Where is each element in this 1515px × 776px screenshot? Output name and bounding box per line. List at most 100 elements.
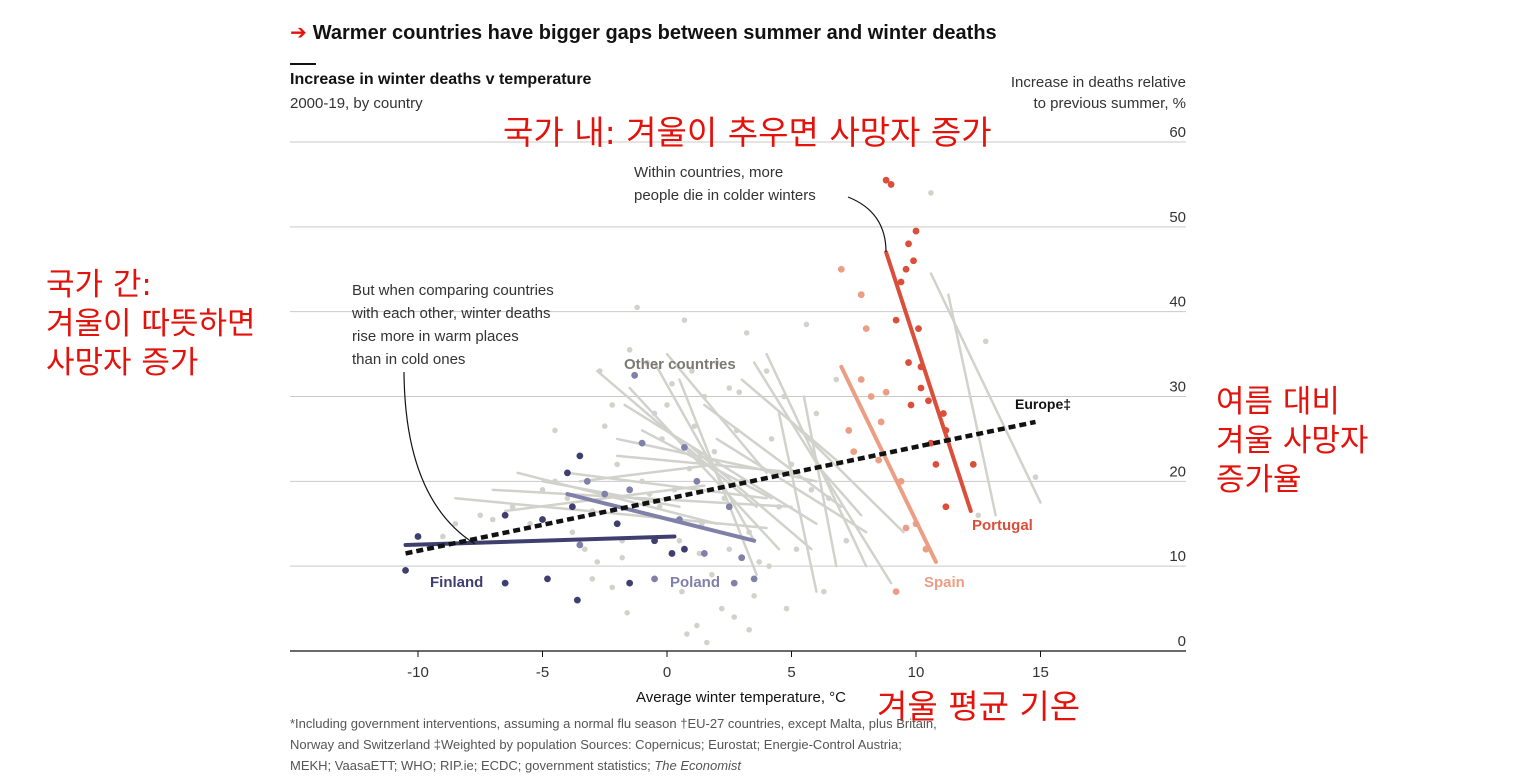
other-country-point [634,304,640,311]
other-country-point [676,537,683,544]
other-country-point [711,448,718,455]
other-country-point [552,478,558,485]
other-country-point [619,554,625,561]
other-country-point [718,605,725,612]
other-country-point [681,317,688,323]
korean-annotation-bottom: 겨울 평균 기온 [877,687,1081,726]
korean-left-line-2: 겨울이 따뜻하면 [46,305,256,342]
x-tick-label: -10 [407,664,429,681]
portugal-point [932,460,940,468]
portugal-point [887,181,895,188]
headline-arrow-icon: ➔ [290,22,307,44]
other-country-point [686,465,693,472]
portugal-point [905,359,912,366]
other-country-trend-line [566,471,768,500]
y-tick-label: 20 [1169,463,1186,480]
finland-point [414,533,422,540]
europe-label: Europe‡ [1015,396,1071,412]
korean-annotation-left: 국가 간: 겨울이 따뜻하면 사망자 증가 [46,266,256,382]
other-country-point [594,559,601,565]
spain-point [850,448,858,456]
finland-point [613,520,621,528]
korean-right-line-3: 증가율 [1216,461,1302,498]
spain-point [892,588,900,596]
annotation-between-countries: with each other, winter deaths [351,305,550,322]
portugal-point [882,176,890,184]
korean-left-line-1: 국가 간: [46,267,152,303]
korean-annotation-right: 여름 대비 겨울 사망자 증가율 [1216,383,1368,499]
other-country-point [731,614,738,620]
other-country-point [656,503,663,510]
other-country-trend-line [777,412,818,593]
portugal-point [912,227,920,235]
other-country-point [440,533,446,540]
other-country-point [624,610,630,616]
other-countries-label: Other countries [624,356,736,373]
poland-label: Poland [670,574,720,591]
spain-point [877,418,885,426]
footnote-line-1: *Including government interventions, ass… [290,716,937,731]
other-country-point [736,389,743,396]
other-country-point [509,503,516,510]
annotation-between-countries: rise more in warm places [352,328,519,345]
spain-point [875,456,883,464]
korean-left-line-3: 사망자 증가 [46,344,199,381]
other-country-point [833,376,840,383]
y-axis-label: Increase in deaths relative to previous … [1011,72,1186,114]
other-country-point [843,537,850,544]
other-country-point [746,529,752,536]
other-country-trend-line [929,272,1042,504]
other-country-point [813,410,820,417]
other-country-point [552,427,558,434]
portugal-point [942,503,950,511]
other-country-point [768,436,775,442]
annotation-leader-between [403,371,476,545]
other-country-point [659,436,665,442]
portugal-point [939,410,947,417]
other-country-point [489,516,496,523]
other-country-point [689,368,695,374]
spain-point [882,388,890,396]
y-tick-label: 60 [1169,124,1186,141]
headline: ➔ Warmer countries have bigger gaps betwe… [290,20,997,45]
spain-point [902,524,910,532]
title-rule [290,63,316,65]
other-country-point [671,487,678,493]
other-country-point [793,546,800,552]
other-country-point [776,503,782,510]
x-tick-label: 0 [663,664,671,681]
finland-point [681,545,688,553]
poland-point [750,575,758,583]
other-country-point [691,423,698,429]
spain-point [857,376,865,383]
other-country-point [596,368,603,374]
other-country-trend-line [790,420,905,534]
poland-point [730,579,738,587]
poland-point [693,477,701,485]
x-tick-label: 10 [908,664,925,681]
finland-point [564,469,571,477]
other-country-point [788,461,795,468]
portugal-point [969,460,977,468]
annotation-leader-within [847,196,887,253]
other-country-point [684,631,690,637]
finland-trend-line [403,534,677,547]
other-country-point [679,588,685,595]
other-country-point [766,563,772,569]
other-country-point [781,393,787,400]
other-country-point [746,626,752,633]
finland-point [568,503,576,511]
finland-point [402,567,409,574]
spain-point [857,291,865,299]
annotation-within-countries: people die in colder winters [634,187,816,204]
other-country-point [982,338,989,345]
portugal-point [915,325,922,333]
y-axis-label-line-1: Increase in deaths relative [1010,74,1186,91]
other-country-point [704,639,710,646]
other-country-point [783,605,790,612]
finland-point [573,596,581,604]
poland-point [631,371,639,379]
other-country-point [726,385,733,391]
footnote: *Including government interventions, ass… [290,713,1010,776]
korean-right-line-1: 여름 대비 [1216,384,1340,420]
